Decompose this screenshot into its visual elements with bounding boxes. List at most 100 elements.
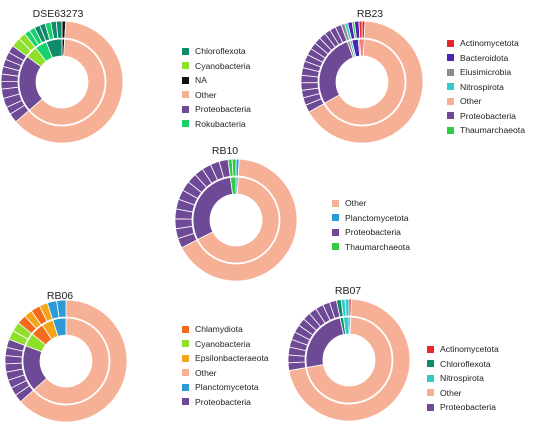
chart-title-rb23: RB23 (356, 8, 384, 20)
legend-label: Proteobacteria (460, 110, 516, 121)
legend-label: Proteobacteria (195, 396, 251, 407)
legend-label: Actinomycetota (460, 38, 519, 49)
legend-swatch (182, 120, 189, 128)
legend-swatch (182, 62, 189, 70)
legend-rb06: Chlamydiota Cyanobacteria Epsilonbacteraeo… (182, 322, 269, 409)
legend-item-chlamydiota: Chlamydiota (182, 322, 269, 337)
legend-item-na: NA (182, 73, 251, 88)
legend-swatch (182, 325, 189, 333)
donut-hole (210, 194, 262, 246)
donut-hole (40, 335, 92, 387)
legend-label: Other (195, 367, 217, 378)
legend-item-actinomycetota: Actinomycetota (447, 36, 525, 51)
donut-hole (336, 56, 388, 108)
inner-ring-slice-nitrospirota (342, 316, 350, 335)
legend-item-chloroflexota: Chloroflexota (427, 357, 499, 372)
legend-label: Rokubacteria (195, 118, 246, 129)
legend-swatch (182, 340, 189, 348)
legend-swatch (447, 97, 454, 105)
outer-ring-slice-thaumarchaeota (231, 158, 237, 177)
inner-ring-slice-chloroflexota (45, 38, 63, 59)
legend-swatch (182, 47, 189, 55)
donut-hole (323, 334, 375, 386)
legend-label: Other (460, 96, 482, 107)
legend-item-cyanobacteria: Cyanobacteria (182, 337, 269, 352)
inner-ring-slice-actinomycetota (359, 38, 363, 57)
legend-swatch (182, 383, 189, 391)
chart-title-rb07: RB07 (334, 285, 362, 297)
legend-item-bacteroidota: Bacteroidota (447, 51, 525, 66)
legend-swatch (332, 228, 339, 236)
legend-swatch (427, 360, 434, 368)
chart-title-rb06: RB06 (46, 290, 74, 302)
legend-item-other: Other (182, 366, 269, 381)
legend-item-thaumarchaeota: Thaumarchaeota (332, 240, 410, 255)
chart-title-dse63273: DSE63273 (32, 8, 84, 20)
inner-ring-slice-other (306, 316, 393, 404)
legend-item-other: Other (427, 386, 499, 401)
legend-item-planctomycetota: Planctomycetota (182, 380, 269, 395)
outer-ring-slice-nitrospirota (344, 298, 350, 317)
legend-swatch (447, 83, 454, 91)
inner-ring-slice-other (324, 38, 406, 126)
legend-item-nitrospirota: Nitrospirota (427, 371, 499, 386)
chart-title-rb10: RB10 (211, 145, 239, 157)
outer-ring-slice-chloroflexota (55, 20, 63, 39)
legend-swatch (427, 374, 434, 382)
legend-item-other: Other (332, 196, 410, 211)
legend-swatch (427, 389, 434, 397)
inner-ring-slice-other (197, 176, 280, 264)
legend-item-proteobacteria: Proteobacteria (182, 102, 251, 117)
legend-item-cyanobacteria: Cyanobacteria (182, 59, 251, 74)
legend-label: Planctomycetota (345, 212, 409, 223)
legend-label: Other (195, 89, 217, 100)
legend-swatch (427, 403, 434, 411)
legend-item-proteobacteria: Proteobacteria (332, 225, 410, 240)
legend-label: Cyanobacteria (195, 338, 251, 349)
outer-ring-slice-other (15, 20, 124, 144)
legend-swatch (182, 105, 189, 113)
legend-swatch (447, 54, 454, 62)
donut-hole (36, 56, 88, 108)
legend-label: Chloroflexota (440, 358, 491, 369)
legend-item-other: Other (447, 94, 525, 109)
legend-rb23: Actinomycetota Bacteroidota Elusimicrobia N… (447, 36, 525, 138)
legend-swatch (332, 214, 339, 222)
legend-swatch (182, 369, 189, 377)
legend-label: Chloroflexota (195, 46, 246, 57)
legend-label: Other (345, 198, 367, 209)
outer-ring-slice-other (288, 298, 411, 422)
legend-item-actinomycetota: Actinomycetota (427, 342, 499, 357)
legend-label: Bacteroidota (460, 52, 509, 63)
legend-label: Actinomycetota (440, 344, 499, 355)
legend-item-other: Other (182, 88, 251, 103)
outer-ring-slice-other (20, 299, 128, 423)
legend-item-proteobacteria: Proteobacteria (182, 395, 269, 410)
legend-item-planctomycetota: Planctomycetota (332, 211, 410, 226)
inner-ring-slice-other (28, 38, 106, 126)
legend-swatch (332, 199, 339, 207)
legend-swatch (447, 126, 454, 134)
donut-chart-rb10 (174, 158, 298, 282)
legend-swatch (182, 398, 189, 406)
legend-rb10: Other Planctomycetota Proteobacteria Thauma… (332, 196, 410, 254)
legend-item-nitrospirota: Nitrospirota (447, 80, 525, 95)
legend-swatch (182, 354, 189, 362)
donut-chart-rb23 (300, 20, 424, 144)
legend-rb07: Actinomycetota Chloroflexota Nitrospirota O… (427, 342, 499, 415)
legend-dse63273: Chloroflexota Cyanobacteria NA Other Proteob… (182, 44, 251, 131)
legend-swatch (447, 68, 454, 76)
legend-label: Cyanobacteria (195, 60, 251, 71)
legend-label: Epsilonbacteraeota (195, 353, 269, 364)
legend-label: Elusimicrobia (460, 67, 512, 78)
outer-ring-slice-other (308, 20, 424, 144)
legend-item-elusimicrobia: Elusimicrobia (447, 65, 525, 80)
inner-ring-slice-thaumarchaeota (229, 176, 237, 195)
donut-chart-rb07 (287, 298, 411, 422)
inner-ring-slice-planctomycetota (52, 317, 67, 337)
legend-label: Proteobacteria (345, 227, 401, 238)
legend-label: Nitrospirota (440, 373, 484, 384)
outer-ring-slice-actinomycetota (358, 20, 363, 39)
legend-label: Thaumarchaeota (460, 125, 525, 136)
legend-label: Proteobacteria (195, 104, 251, 115)
